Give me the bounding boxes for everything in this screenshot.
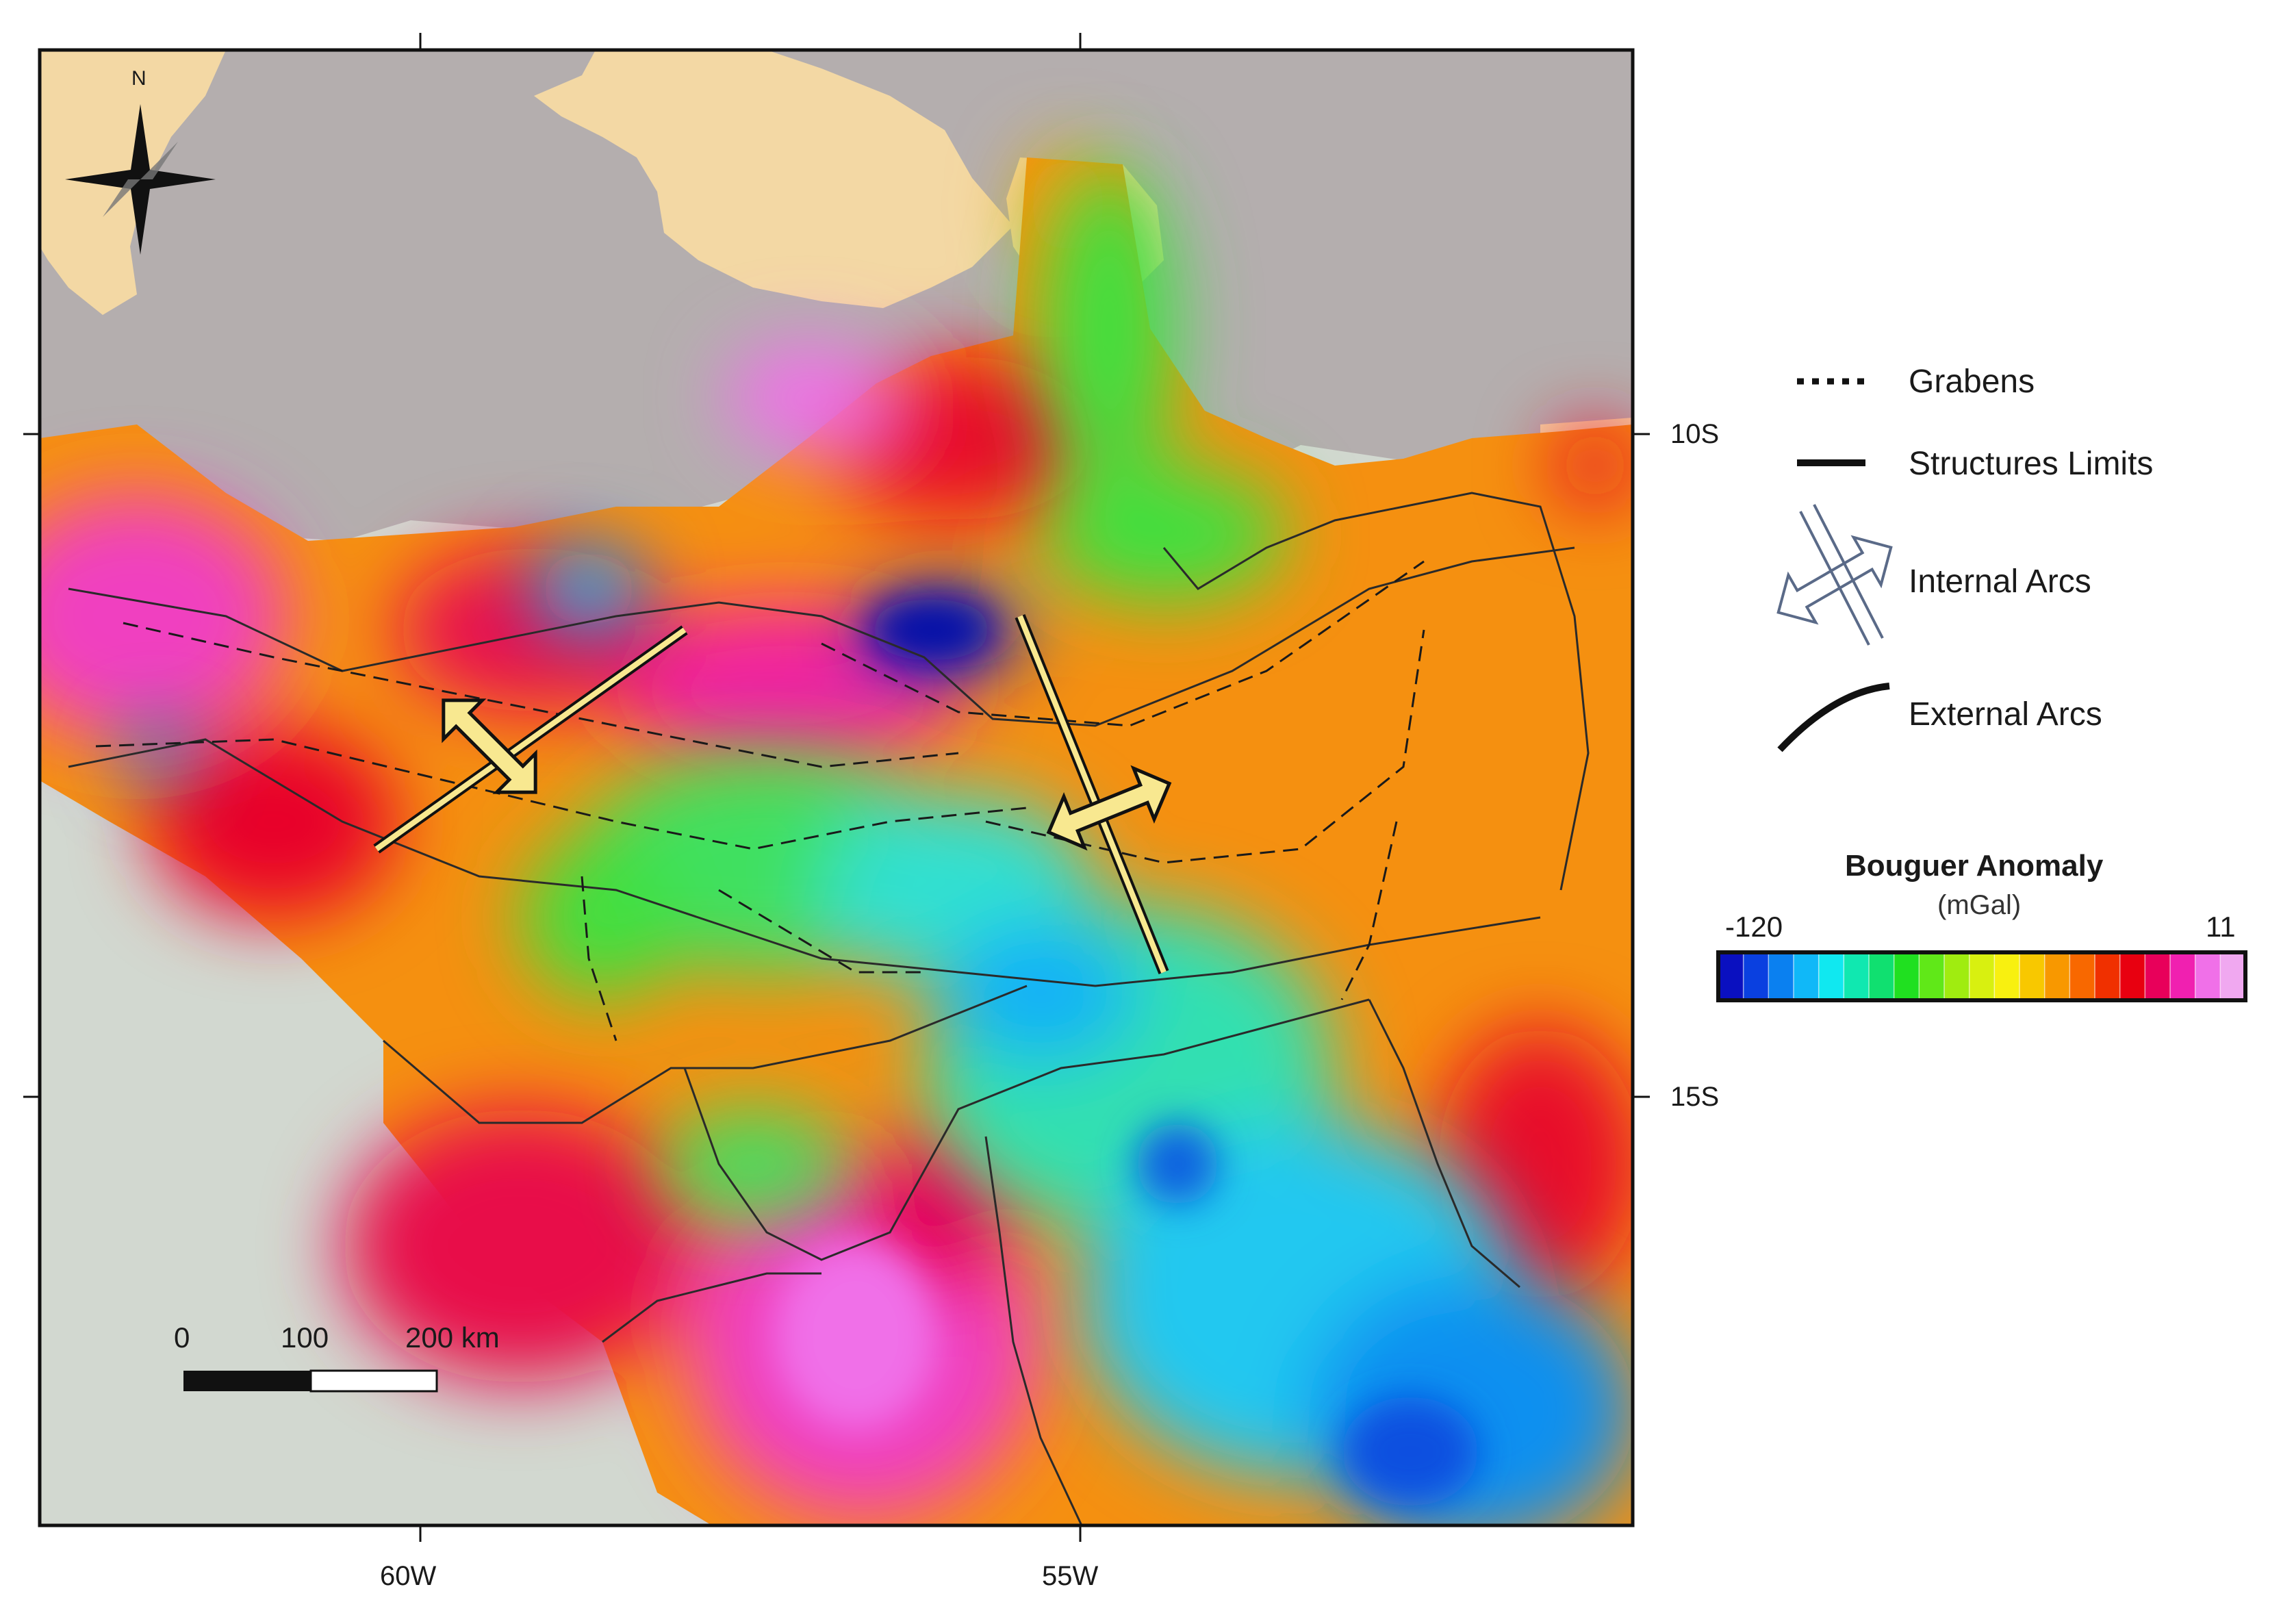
colorbar-cell [2019,952,2046,1000]
map-panel [40,50,1633,1525]
colorbar-min-label: -120 [1725,911,1783,943]
legend-grabens-label: Grabens [1909,364,2035,400]
north-label: N [131,67,146,90]
y-tick-10s: 10S [1670,419,1720,449]
map-frame [38,48,1635,1527]
colorbar-cell [1818,952,1844,1000]
scale-label-100: 100 [281,1321,329,1354]
structures-limits-lines [68,492,1590,1525]
x-tick-60w: 60W [380,1561,437,1591]
colorbar-title: Bouguer Anomaly [1845,849,2104,883]
colorbar-cell [1969,952,1995,1000]
colorbar [1716,950,2247,1002]
colorbar-cell [2145,952,2171,1000]
x-tick-55w: 55W [1042,1561,1099,1591]
axis-ticks [23,33,1650,1542]
grabens-lines [95,560,1425,1041]
colorbar-cell [2044,952,2070,1000]
y-tick-15s: 15S [1670,1082,1720,1112]
colorbar-cell [1743,952,1769,1000]
colorbar-unit: (mGal) [1937,890,2022,920]
colorbar-cell [1869,952,1895,1000]
colorbar-cell [2220,952,2246,1000]
scale-label-200km: 200 km [405,1321,500,1354]
colorbar-cell [1894,952,1920,1000]
legend-structures-label: Structures Limits [1909,446,2154,482]
colorbar-cell [2195,952,2221,1000]
external-arc-west [373,625,688,854]
colorbar-frame [1716,950,2247,1002]
internal-arc-arrow-central [1046,765,1172,851]
colorbar-max-label: 11 [2206,911,2236,943]
colorbar-cell [1718,952,1744,1000]
colorbar-cell [1768,952,1794,1000]
internal-arc-arrow-west [442,698,537,794]
colorbar-cell [2095,952,2121,1000]
legend-internal-arcs-icon [1776,504,1893,646]
legend-symbols [1776,378,1893,752]
bouguer-anomaly-field [40,151,1633,1525]
north-arrow-icon [65,104,216,255]
legend-external-arcs-symbol [1777,683,1890,752]
colorbar-cell [2170,952,2196,1000]
colorbar-cell [1844,952,1870,1000]
colorbar-cell [2069,952,2095,1000]
colorbar-cell [1794,952,1820,1000]
colorbar-cell [1994,952,2020,1000]
scale-bar [183,1369,438,1393]
colorbar-cell [1919,952,1945,1000]
scale-label-0: 0 [174,1321,190,1354]
legend-external-arcs-label: External Arcs [1909,696,2102,733]
colorbar-cell [1944,952,1970,1000]
colorbar-cell [2119,952,2145,1000]
land-north-central [534,50,1013,308]
external-arc-central [1015,614,1169,974]
legend-internal-arcs-label: Internal Arcs [1909,563,2091,600]
